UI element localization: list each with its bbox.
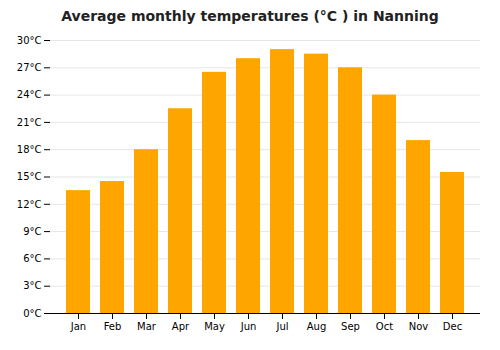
svg-text:12°C: 12°C <box>17 199 42 210</box>
html-text:Average monthly temperatures (: Average monthly temperatures (°C ) in Na… <box>61 8 439 24</box>
svg-text:9°C: 9°C <box>23 226 41 237</box>
svg-text:30°C: 30°C <box>17 35 42 46</box>
svg-text:Sep: Sep <box>341 321 360 332</box>
svg-text:Jul: Jul <box>275 321 288 332</box>
svg-text:15°C: 15°C <box>17 171 42 182</box>
svg-text:21°C: 21°C <box>17 117 42 128</box>
svg-text:18°C: 18°C <box>17 144 42 155</box>
svg-text:Jan: Jan <box>70 321 86 332</box>
svg-text:24°C: 24°C <box>17 89 42 100</box>
svg-text:6°C: 6°C <box>23 253 41 264</box>
svg-text:0°C: 0°C <box>23 308 41 319</box>
svg-text:Feb: Feb <box>104 321 122 332</box>
svg-text:Dec: Dec <box>443 321 462 332</box>
svg-text:May: May <box>204 321 225 332</box>
svg-text:Apr: Apr <box>172 321 190 332</box>
svg-text:3°C: 3°C <box>23 280 41 291</box>
svg-text:Nov: Nov <box>409 321 429 332</box>
svg-text:Mar: Mar <box>137 321 157 332</box>
svg-text:Jun: Jun <box>240 321 257 332</box>
svg-text:27°C: 27°C <box>17 62 42 73</box>
svg-text:Aug: Aug <box>307 321 327 332</box>
svg-text:Oct: Oct <box>376 321 393 332</box>
